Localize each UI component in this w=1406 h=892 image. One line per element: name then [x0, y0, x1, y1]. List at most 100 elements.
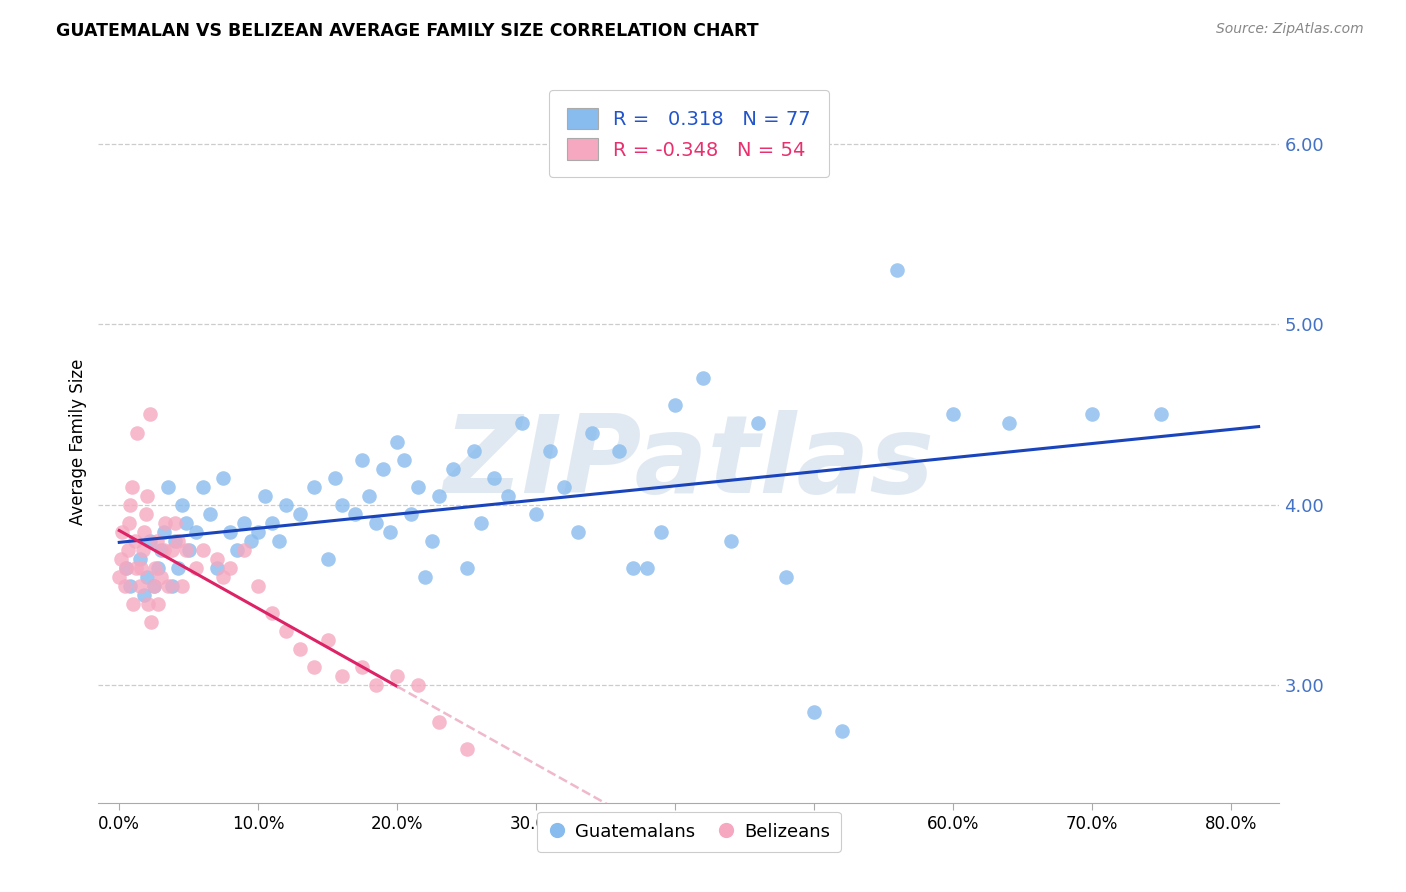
Point [288, 507, 311, 521]
Point [510, 417, 533, 431]
Point [609, 443, 631, 458]
Point [166, 533, 188, 548]
Point [274, 624, 297, 639]
Point [247, 579, 270, 593]
Point [262, 516, 284, 530]
Point [143, 579, 166, 593]
Point [352, 452, 374, 467]
Point [149, 542, 172, 557]
Point [886, 263, 908, 277]
Point [636, 561, 658, 575]
Point [254, 489, 277, 503]
Point [942, 408, 965, 422]
Point [177, 542, 200, 557]
Point [134, 524, 156, 539]
Point [803, 706, 825, 720]
Point [111, 524, 134, 539]
Point [463, 443, 485, 458]
Point [247, 524, 270, 539]
Point [115, 561, 138, 575]
Point [143, 579, 166, 593]
Point [373, 461, 395, 475]
Point [120, 579, 142, 593]
Point [233, 516, 256, 530]
Point [163, 516, 186, 530]
Point [420, 533, 443, 548]
Point [470, 516, 492, 530]
Point [136, 570, 159, 584]
Point [366, 678, 388, 692]
Point [267, 533, 290, 548]
Point [191, 542, 214, 557]
Point [170, 498, 193, 512]
Point [226, 542, 249, 557]
Point [456, 561, 478, 575]
Point [117, 542, 139, 557]
Point [274, 498, 297, 512]
Point [366, 516, 388, 530]
Point [114, 579, 136, 593]
Point [392, 452, 415, 467]
Point [146, 597, 169, 611]
Point [124, 533, 146, 548]
Legend: Guatemalans, Belizeans: Guatemalans, Belizeans [537, 812, 841, 852]
Point [125, 561, 148, 575]
Point [316, 633, 339, 648]
Point [427, 714, 450, 729]
Point [205, 561, 228, 575]
Point [344, 507, 367, 521]
Point [233, 542, 256, 557]
Point [145, 561, 167, 575]
Point [413, 570, 436, 584]
Point [1150, 408, 1173, 422]
Point [427, 489, 450, 503]
Text: GUATEMALAN VS BELIZEAN AVERAGE FAMILY SIZE CORRELATION CHART: GUATEMALAN VS BELIZEAN AVERAGE FAMILY SI… [56, 22, 759, 40]
Point [316, 552, 339, 566]
Point [136, 489, 159, 503]
Point [330, 669, 353, 683]
Point [118, 516, 141, 530]
Point [352, 660, 374, 674]
Point [110, 552, 132, 566]
Point [115, 561, 138, 575]
Point [498, 489, 520, 503]
Point [240, 533, 263, 548]
Point [692, 371, 714, 385]
Point [302, 480, 325, 494]
Point [997, 417, 1019, 431]
Point [138, 597, 160, 611]
Point [122, 597, 145, 611]
Point [380, 524, 402, 539]
Point [302, 660, 325, 674]
Point [149, 570, 172, 584]
Point [385, 669, 408, 683]
Point [212, 570, 235, 584]
Point [121, 480, 143, 494]
Point [385, 434, 408, 449]
Point [1081, 408, 1104, 422]
Point [330, 498, 353, 512]
Point [129, 579, 152, 593]
Point [146, 561, 169, 575]
Point [775, 570, 797, 584]
Point [205, 552, 228, 566]
Point [174, 516, 197, 530]
Text: Source: ZipAtlas.com: Source: ZipAtlas.com [1216, 22, 1364, 37]
Point [152, 524, 174, 539]
Point [135, 507, 157, 521]
Point [664, 398, 686, 412]
Point [456, 741, 478, 756]
Point [132, 542, 155, 557]
Point [720, 533, 742, 548]
Point [184, 561, 207, 575]
Point [146, 533, 169, 548]
Point [163, 533, 186, 548]
Point [262, 606, 284, 620]
Point [323, 470, 346, 484]
Point [399, 507, 422, 521]
Point [139, 533, 162, 548]
Point [581, 425, 603, 440]
Point [160, 579, 183, 593]
Point [567, 524, 589, 539]
Point [441, 461, 464, 475]
